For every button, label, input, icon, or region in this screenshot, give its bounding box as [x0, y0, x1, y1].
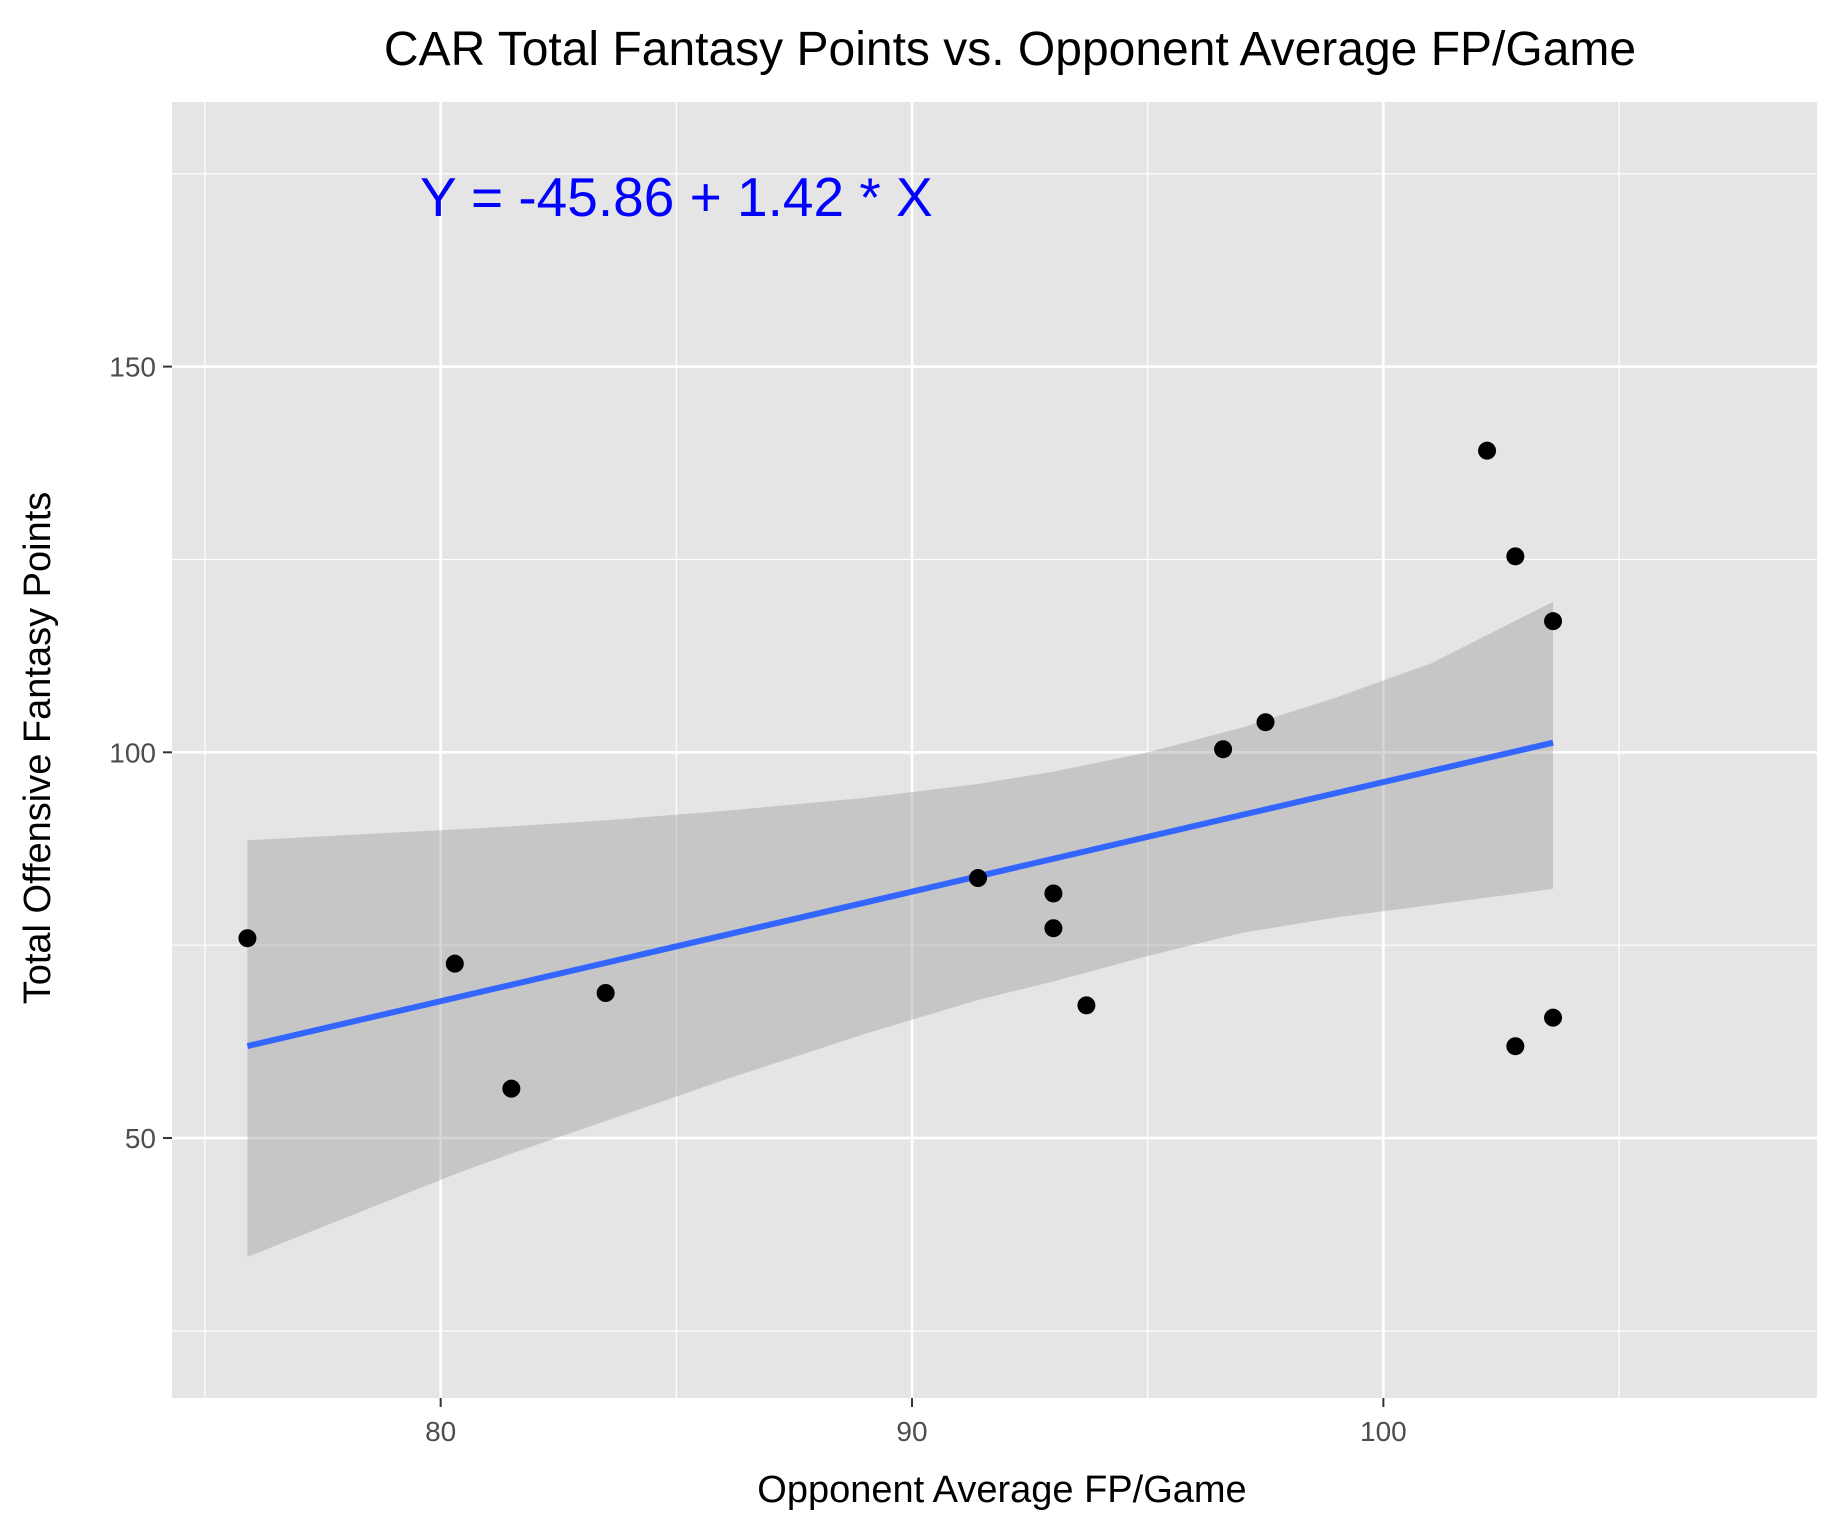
chart-title: CAR Total Fantasy Points vs. Opponent Av…	[384, 23, 1636, 76]
axes: 80 90 100 50 100 150	[109, 352, 1406, 1447]
confidence-band	[247, 601, 1554, 1257]
y-tick-label: 50	[125, 1123, 156, 1154]
data-point	[1544, 612, 1563, 631]
y-tick-label: 150	[109, 352, 156, 383]
regression-equation: Y = -45.86 + 1.42 * X	[420, 166, 933, 228]
data-point	[969, 869, 988, 888]
data-point	[502, 1079, 521, 1098]
gridlines	[172, 102, 1817, 1398]
x-tick-label: 100	[1360, 1416, 1407, 1447]
data-point	[1214, 740, 1233, 759]
data-point	[1256, 713, 1275, 732]
data-point	[1506, 1037, 1525, 1056]
data-points	[238, 441, 1563, 1098]
x-tick-label: 90	[896, 1416, 927, 1447]
x-axis-title: Opponent Average FP/Game	[757, 1469, 1246, 1511]
data-point	[1544, 1008, 1563, 1027]
data-point	[445, 954, 464, 973]
data-point	[596, 984, 615, 1002]
data-point	[1044, 884, 1063, 903]
confidence-band-layer	[247, 601, 1554, 1257]
data-point	[238, 929, 257, 948]
regression-line	[246, 739, 1554, 1050]
plot-panel	[172, 102, 1817, 1398]
data-point	[1478, 441, 1497, 460]
regression-line-layer	[246, 739, 1554, 1050]
y-tick-label: 100	[109, 737, 156, 768]
data-point	[1506, 547, 1525, 566]
x-tick-label: 80	[425, 1416, 456, 1447]
data-point	[1077, 996, 1096, 1015]
y-axis-title: Total Offensive Fantasy Points	[17, 492, 59, 1005]
data-point	[1044, 919, 1063, 938]
